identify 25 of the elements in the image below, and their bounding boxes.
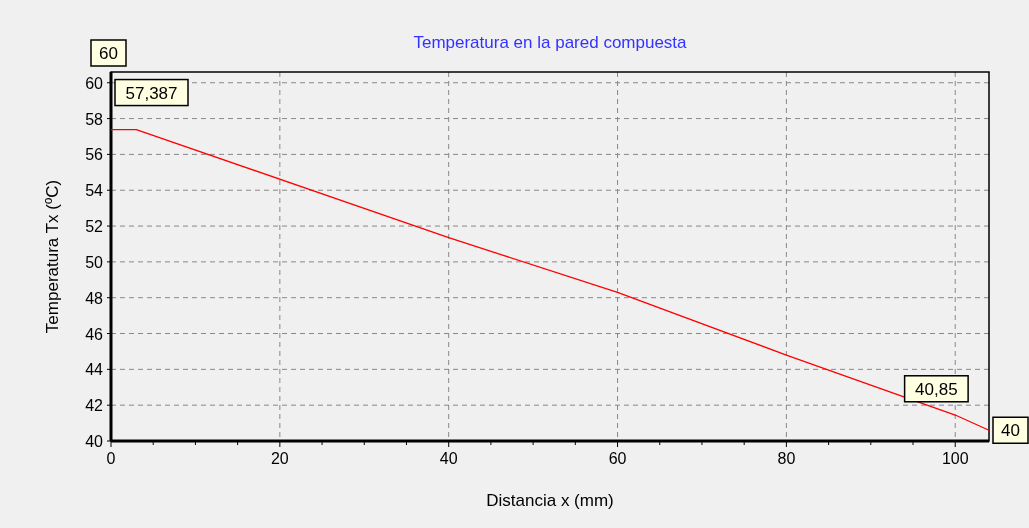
x-tick-label: 100 [941,450,969,467]
x-tick-label: 80 [777,450,796,467]
y-tick-label: 46 [85,325,104,343]
x-tick-label: 40 [439,450,458,467]
y-tick-label: 60 [85,74,104,92]
y-tick-label: 40 [85,433,104,450]
y-tick-label: 48 [85,289,104,307]
x-tick-label: 60 [608,450,627,467]
text: 60 [99,44,118,63]
y-tick-label: 50 [85,253,104,271]
x-axis-title: Distancia x (mm) [486,491,614,510]
chart-title: Temperatura en la pared compuesta [413,33,688,52]
x-tick-label: 0 [106,450,116,467]
y-tick-label: 56 [85,146,104,164]
annotation: 57,387 [125,83,178,103]
y-tick-label: 58 [85,110,104,128]
annotation: 40 [1001,421,1020,441]
y-tick-label: 42 [85,397,104,415]
annotation: 40,85 [915,379,958,399]
y-tick-label: 52 [85,218,104,236]
y-tick-label: 54 [85,182,104,200]
line-series [110,128,990,431]
x-tick-label: 20 [270,450,289,467]
y-tick-label: 44 [85,361,104,379]
y-axis-title: Temperatura Tx (ºC) [43,179,62,334]
